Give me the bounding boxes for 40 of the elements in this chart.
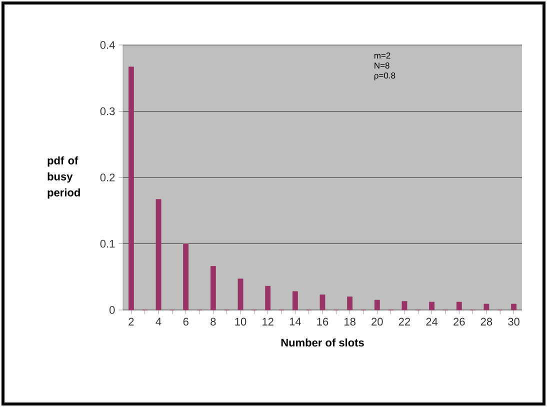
x-tick-label: 14	[290, 318, 301, 326]
x-tick-label: 20	[372, 318, 383, 326]
bar	[292, 291, 298, 310]
x-tick-label: 26	[454, 318, 465, 326]
bar	[265, 286, 271, 310]
x-axis-title: Number of slots	[281, 338, 364, 347]
x-tick-label: 30	[508, 318, 520, 326]
annotation: ρ=0.8	[374, 72, 396, 80]
bar	[347, 296, 353, 310]
x-tick-label: 24	[426, 318, 438, 326]
bar	[402, 301, 408, 310]
annotation: N=8	[374, 62, 390, 69]
x-tick-label: 4	[156, 318, 162, 326]
x-tick-label: 2	[128, 318, 134, 326]
y-tick-label: 0.1	[100, 240, 115, 248]
bar	[484, 304, 490, 310]
x-tick-label: 28	[480, 318, 492, 326]
y-tick-label: 0.2	[100, 174, 115, 182]
bar	[128, 66, 134, 310]
x-tick-label: 12	[262, 318, 274, 326]
y-tick-label: 0.3	[100, 107, 115, 116]
x-tick-label: 16	[317, 318, 328, 326]
y-axis-title: pdf of busy period	[48, 156, 80, 199]
y-tick-label: 0	[110, 306, 115, 314]
bar	[456, 302, 462, 310]
bar	[238, 278, 244, 310]
bar	[429, 302, 435, 310]
annotation: m=2	[374, 52, 390, 58]
bar	[374, 300, 380, 310]
bar	[210, 266, 216, 310]
bar	[320, 294, 326, 310]
x-tick-label: 22	[398, 318, 410, 326]
bar	[511, 304, 516, 310]
x-tick-label: 10	[235, 318, 246, 326]
x-tick-label: 8	[210, 318, 216, 326]
bar	[183, 244, 189, 310]
bar	[156, 199, 162, 310]
x-tick-label: 6	[183, 318, 188, 326]
x-tick-label: 18	[344, 318, 356, 326]
y-tick-label: 0.4	[100, 41, 115, 49]
